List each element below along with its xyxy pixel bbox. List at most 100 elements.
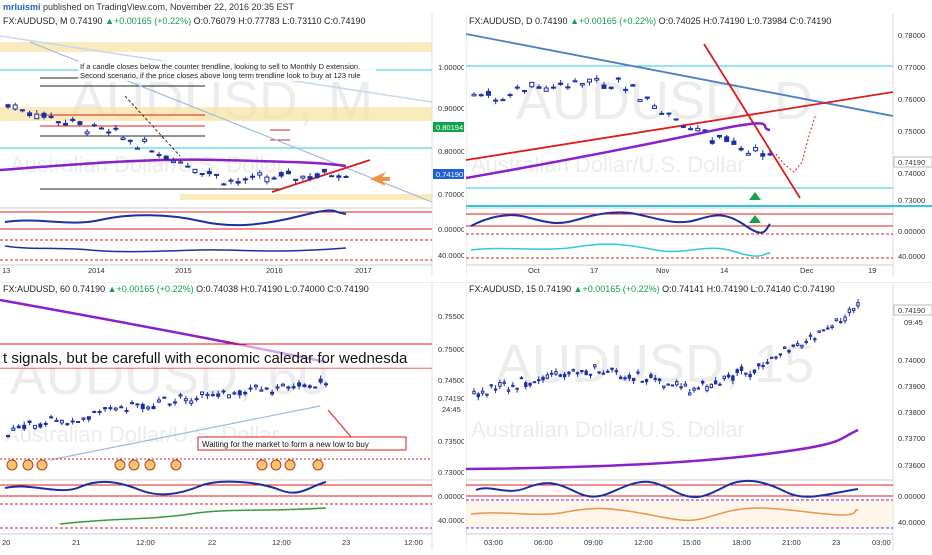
candle	[318, 378, 323, 383]
candle	[695, 127, 701, 132]
candle	[637, 99, 643, 102]
publish-info: published on TradingView.com, November 2…	[43, 2, 295, 12]
price-tag-label: 0.74190	[898, 306, 925, 315]
candle	[826, 327, 830, 330]
candle	[515, 387, 519, 390]
candle	[185, 165, 191, 168]
candle	[683, 383, 688, 387]
y-tick-label: 0.73900	[898, 382, 925, 391]
candle	[514, 86, 520, 89]
sub-watermark: Australian Dollar/U.S. Dollar	[471, 417, 745, 442]
candle	[243, 391, 248, 395]
x-tick-label: 14	[720, 266, 728, 275]
monthly-chart-svg: AUDUSD, M Australian Dollar/U.S. Dollar …	[0, 14, 465, 277]
y-tick-label: 0.77000	[898, 63, 925, 72]
candle	[34, 113, 40, 120]
chart-panel-60[interactable]: AUDUSD, 60 Australian Dollar/U.S. Dollar…	[0, 281, 465, 550]
candle	[541, 376, 545, 381]
candle	[270, 391, 275, 395]
candle	[214, 173, 220, 176]
x-tick-label: 17	[590, 266, 598, 275]
candle	[724, 136, 730, 142]
candle	[19, 109, 25, 112]
chart-panel-daily[interactable]: AUDUSD, D Australian Dollar/U.S. Dollar …	[465, 14, 932, 277]
monthly-candles	[5, 102, 349, 186]
y-tick-label: 40.0000	[898, 252, 925, 261]
price-tag	[893, 156, 932, 168]
price-tag-label: 0.74190	[436, 170, 463, 179]
author-link[interactable]: mrluismi	[3, 2, 41, 12]
candle	[670, 384, 675, 387]
candle	[571, 369, 575, 372]
candle	[623, 377, 627, 380]
countdown-label: 24:45	[442, 405, 461, 414]
candle	[119, 406, 124, 409]
countdown-label: 09:45	[904, 318, 923, 327]
candle	[830, 325, 834, 329]
counter-trendline	[271, 159, 371, 193]
y-tick-label: 0.73700	[898, 434, 925, 443]
candle	[48, 115, 54, 118]
x-tick-label: 12:00	[272, 538, 291, 547]
moving-average	[465, 428, 859, 471]
candle	[795, 343, 800, 347]
event-flag-icon[interactable]	[128, 459, 140, 471]
y-tick-label: 0.73500	[438, 437, 464, 446]
price-tag-label: 0.80194	[436, 123, 463, 132]
candle	[297, 382, 302, 387]
candle	[264, 176, 270, 183]
candle	[615, 77, 621, 80]
candle	[59, 419, 64, 424]
candle	[536, 86, 542, 89]
candle	[554, 371, 558, 375]
projection-line	[327, 409, 353, 439]
candle	[178, 161, 184, 164]
candle	[237, 390, 242, 396]
event-flag-icon[interactable]	[6, 459, 18, 471]
candle	[543, 87, 549, 92]
event-flag-icon[interactable]	[36, 459, 48, 471]
event-flag-icon[interactable]	[22, 459, 34, 471]
event-flag-icon[interactable]	[144, 459, 156, 471]
candle	[156, 399, 161, 403]
panel-title: FX:AUDUSD, 60 0.74190 ▲+0.00165 (+0.22%)…	[3, 284, 369, 294]
candle	[688, 128, 694, 131]
price-tag	[433, 169, 464, 179]
y-tick-label: 0.75000	[898, 127, 925, 136]
candle	[49, 416, 54, 419]
indicator-pane	[0, 208, 432, 256]
x-tick-label: 03:00	[484, 538, 503, 547]
oscillator-line	[4, 480, 327, 496]
candle	[644, 96, 650, 99]
m15-candles	[472, 299, 860, 401]
candle	[502, 381, 506, 384]
chart-panel-monthly[interactable]: AUDUSD, M Australian Dollar/U.S. Dollar …	[0, 14, 465, 277]
candle	[709, 383, 714, 388]
oscillator-line	[475, 479, 859, 499]
x-tick-label: 22	[208, 538, 216, 547]
candle	[206, 171, 212, 175]
y-tick-label: 0.73000	[898, 196, 925, 205]
event-flag-icon[interactable]	[114, 459, 126, 471]
y-tick-label: 0.73800	[898, 408, 925, 417]
event-flag-icon[interactable]	[256, 459, 268, 471]
event-flag-icon[interactable]	[270, 459, 282, 471]
x-tick-label: 2015	[175, 266, 192, 275]
event-flag-icon[interactable]	[170, 459, 182, 471]
candle	[27, 112, 33, 117]
event-flag-icon[interactable]	[284, 459, 296, 471]
event-flag-icon[interactable]	[312, 459, 324, 471]
y-tick-label: 0.75500	[438, 312, 464, 321]
candle	[86, 416, 91, 420]
price-tag-label: 0.74190	[898, 158, 925, 167]
candle	[575, 372, 580, 375]
candle	[748, 373, 752, 378]
oscillator-line	[470, 507, 859, 522]
daily-candles	[471, 75, 773, 161]
candle	[657, 378, 662, 382]
chart-panel-15[interactable]: AUDUSD, 15 Australian Dollar/U.S. Dollar…	[465, 281, 932, 550]
candle	[713, 380, 718, 385]
candle	[129, 402, 134, 405]
candle	[782, 346, 787, 350]
x-tick-label: 21	[72, 538, 80, 547]
